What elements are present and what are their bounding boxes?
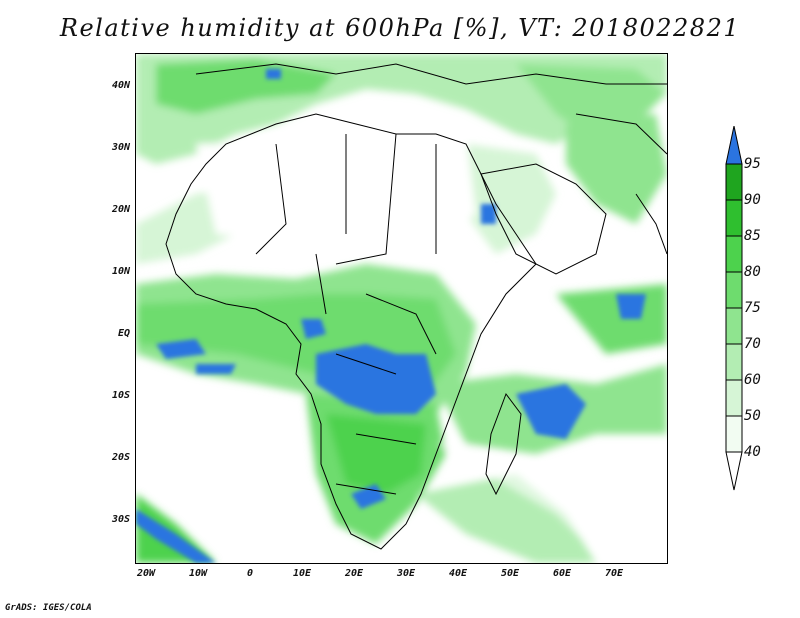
- colorbar-label: 95: [744, 156, 761, 172]
- credit-text: GrADS: IGES/COLA: [5, 603, 92, 613]
- lon-tick-label: 0: [246, 568, 254, 579]
- lat-tick-label: 20N: [111, 204, 130, 215]
- colorbar-swatch-50: [725, 379, 743, 417]
- lon-tick-label: 40E: [448, 568, 468, 579]
- lon-tick-label: 10W: [188, 568, 208, 579]
- colorbar-label: 85: [744, 228, 761, 244]
- lat-tick-label: 10S: [111, 390, 130, 401]
- colorbar: [725, 126, 743, 491]
- colorbar-label: 75: [744, 300, 761, 316]
- colorbar-bottom-triangle: [725, 451, 743, 491]
- colorbar-label: 40: [744, 444, 761, 460]
- colorbar-label: 80: [744, 264, 761, 280]
- map-panel: [135, 53, 668, 564]
- colorbar-swatch-80: [725, 235, 743, 273]
- colorbar-label: 60: [744, 372, 761, 388]
- colorbar-swatch-60: [725, 343, 743, 381]
- lat-tick-label: 40N: [111, 80, 130, 91]
- lon-tick-label: 20W: [136, 568, 156, 579]
- colorbar-swatch-75: [725, 271, 743, 309]
- lat-tick-label: EQ: [117, 328, 130, 339]
- colorbar-swatch-70: [725, 307, 743, 345]
- colorbar-label: 90: [744, 192, 761, 208]
- lat-tick-label: 20S: [111, 452, 130, 463]
- humidity-field: [136, 54, 667, 563]
- lon-tick-label: 10E: [292, 568, 312, 579]
- lon-tick-label: 60E: [552, 568, 572, 579]
- colorbar-swatch-40: [725, 415, 743, 453]
- lon-tick-label: 50E: [500, 568, 520, 579]
- colorbar-label: 70: [744, 336, 761, 352]
- lat-tick-label: 30N: [111, 142, 130, 153]
- colorbar-swatch-85: [725, 199, 743, 237]
- colorbar-top-triangle: [725, 126, 743, 165]
- map-title: Relative humidity at 600hPa [%], VT: 201…: [59, 14, 741, 42]
- colorbar-label: 50: [744, 408, 761, 424]
- lat-tick-label: 10N: [111, 266, 130, 277]
- lon-tick-label: 70E: [604, 568, 624, 579]
- lon-tick-label: 30E: [396, 568, 416, 579]
- lon-tick-label: 20E: [344, 568, 364, 579]
- colorbar-swatch-90: [725, 163, 743, 201]
- lat-tick-label: 30S: [111, 514, 130, 525]
